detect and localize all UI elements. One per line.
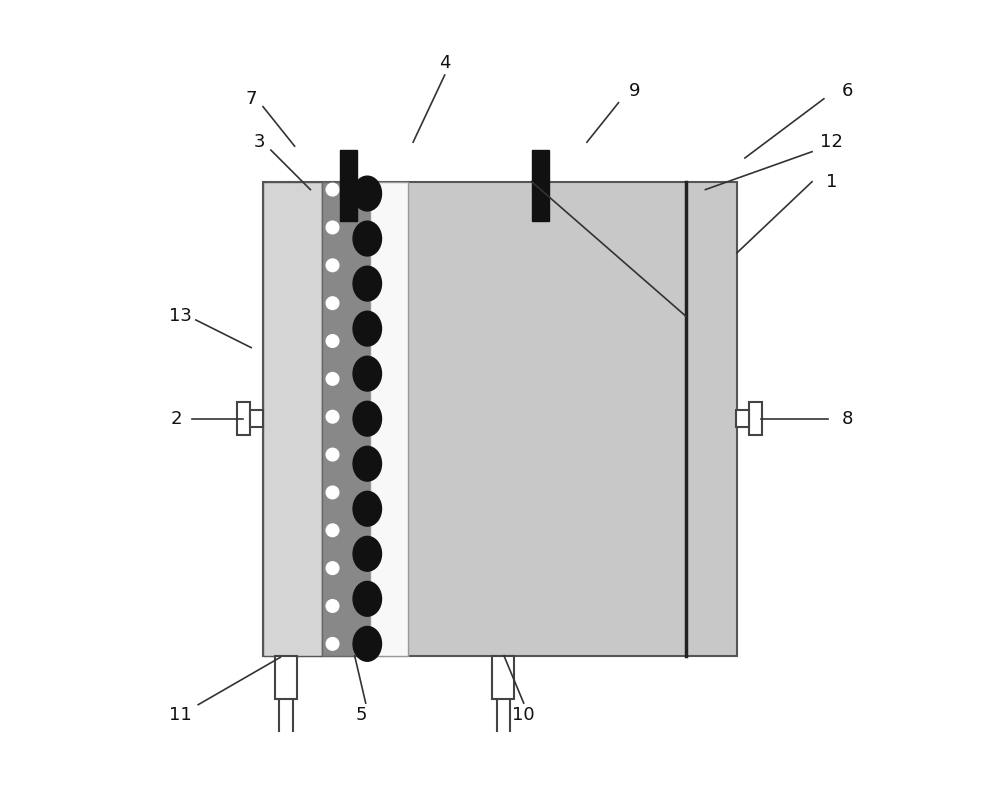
Circle shape bbox=[326, 486, 339, 498]
Circle shape bbox=[326, 600, 339, 612]
Text: 12: 12 bbox=[820, 134, 843, 151]
Text: 9: 9 bbox=[629, 82, 640, 100]
Circle shape bbox=[326, 221, 339, 234]
Text: 4: 4 bbox=[439, 55, 450, 72]
Text: 11: 11 bbox=[169, 706, 191, 724]
Bar bbox=[322, 182, 370, 656]
Bar bbox=[237, 402, 250, 435]
Circle shape bbox=[326, 411, 339, 423]
Bar bbox=[736, 411, 749, 427]
Bar bbox=[370, 182, 408, 656]
Text: 13: 13 bbox=[169, 307, 191, 325]
Bar bbox=[275, 656, 297, 699]
Ellipse shape bbox=[353, 176, 382, 211]
Ellipse shape bbox=[353, 626, 382, 661]
Text: 2: 2 bbox=[170, 410, 182, 427]
Text: 5: 5 bbox=[356, 706, 368, 724]
Circle shape bbox=[326, 373, 339, 386]
Ellipse shape bbox=[353, 491, 382, 526]
Ellipse shape bbox=[353, 581, 382, 616]
Ellipse shape bbox=[353, 221, 382, 256]
Bar bbox=[532, 150, 549, 221]
Ellipse shape bbox=[353, 536, 382, 571]
Bar bbox=[492, 656, 514, 699]
Circle shape bbox=[326, 335, 339, 348]
Circle shape bbox=[326, 524, 339, 536]
Text: 10: 10 bbox=[512, 706, 535, 724]
Bar bbox=[263, 182, 737, 656]
Circle shape bbox=[326, 562, 339, 574]
Bar bbox=[250, 411, 263, 427]
Bar bbox=[749, 402, 762, 435]
Ellipse shape bbox=[353, 266, 382, 301]
Circle shape bbox=[326, 259, 339, 272]
Ellipse shape bbox=[353, 446, 382, 481]
Circle shape bbox=[326, 183, 339, 196]
Text: 3: 3 bbox=[253, 134, 265, 151]
Text: 8: 8 bbox=[842, 410, 853, 427]
Text: 1: 1 bbox=[826, 173, 837, 190]
Text: 7: 7 bbox=[245, 90, 257, 107]
Circle shape bbox=[326, 448, 339, 461]
Ellipse shape bbox=[353, 356, 382, 391]
Ellipse shape bbox=[353, 401, 382, 436]
Ellipse shape bbox=[353, 311, 382, 346]
Text: 6: 6 bbox=[842, 82, 853, 100]
Bar bbox=[340, 150, 357, 221]
Circle shape bbox=[326, 297, 339, 310]
Circle shape bbox=[326, 638, 339, 650]
Bar bbox=[263, 182, 322, 656]
